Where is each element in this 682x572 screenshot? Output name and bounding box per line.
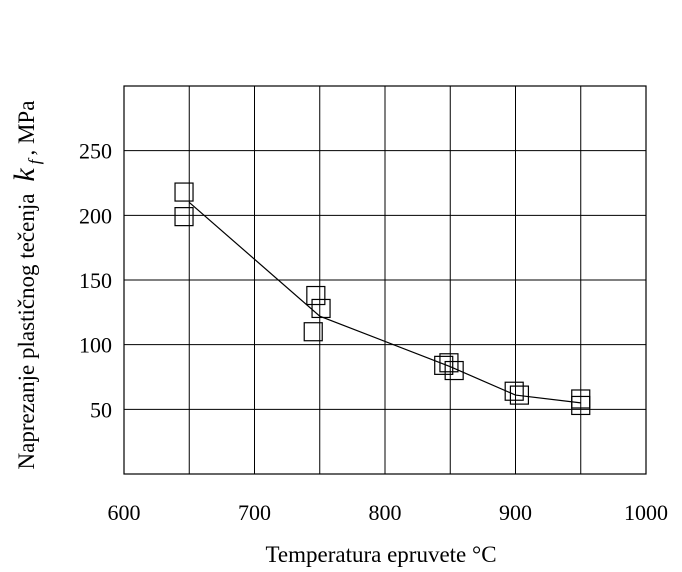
data-point-square [174, 207, 194, 227]
y-tick-label: 150 [79, 268, 112, 293]
data-point-square [439, 353, 459, 373]
x-tick-labels: 600 700 800 900 1000 [108, 500, 669, 525]
data-point-square [303, 322, 323, 342]
y-tick-label: 100 [79, 333, 112, 358]
plot-frame [123, 85, 647, 475]
marker-layer [174, 182, 591, 416]
data-point-square [509, 385, 530, 405]
x-tick-label: 800 [369, 500, 402, 525]
x-tick-label: 600 [108, 500, 141, 525]
y-axis-title-text: Naprezanje plastičnog tečenja [14, 194, 39, 470]
data-point-square [311, 298, 331, 319]
data-point-square [571, 395, 591, 416]
y-tick-labels: 50 100 150 200 250 [79, 139, 112, 423]
y-axis-title: Naprezanje plastičnog tečenja k f , MPa [8, 101, 44, 470]
y-tick-label: 250 [79, 139, 112, 164]
y-axis-symbol: k [8, 168, 41, 182]
fit-line-layer [188, 201, 581, 404]
data-point-square [504, 381, 524, 401]
data-point-square [306, 285, 326, 306]
data-point-square [174, 182, 194, 202]
x-axis-title: Temperatura epruvete °C [265, 542, 496, 567]
data-point-square [444, 360, 464, 381]
y-axis-unit: , MPa [14, 101, 39, 156]
x-tick-label: 1000 [624, 500, 668, 525]
y-tick-label: 50 [90, 397, 112, 422]
x-tick-label: 700 [238, 500, 271, 525]
y-axis-subscript: f [25, 157, 44, 164]
fit-line [188, 201, 581, 404]
y-tick-label: 200 [79, 203, 112, 228]
data-point-square [434, 355, 454, 375]
grid [124, 86, 646, 474]
x-tick-label: 900 [499, 500, 532, 525]
